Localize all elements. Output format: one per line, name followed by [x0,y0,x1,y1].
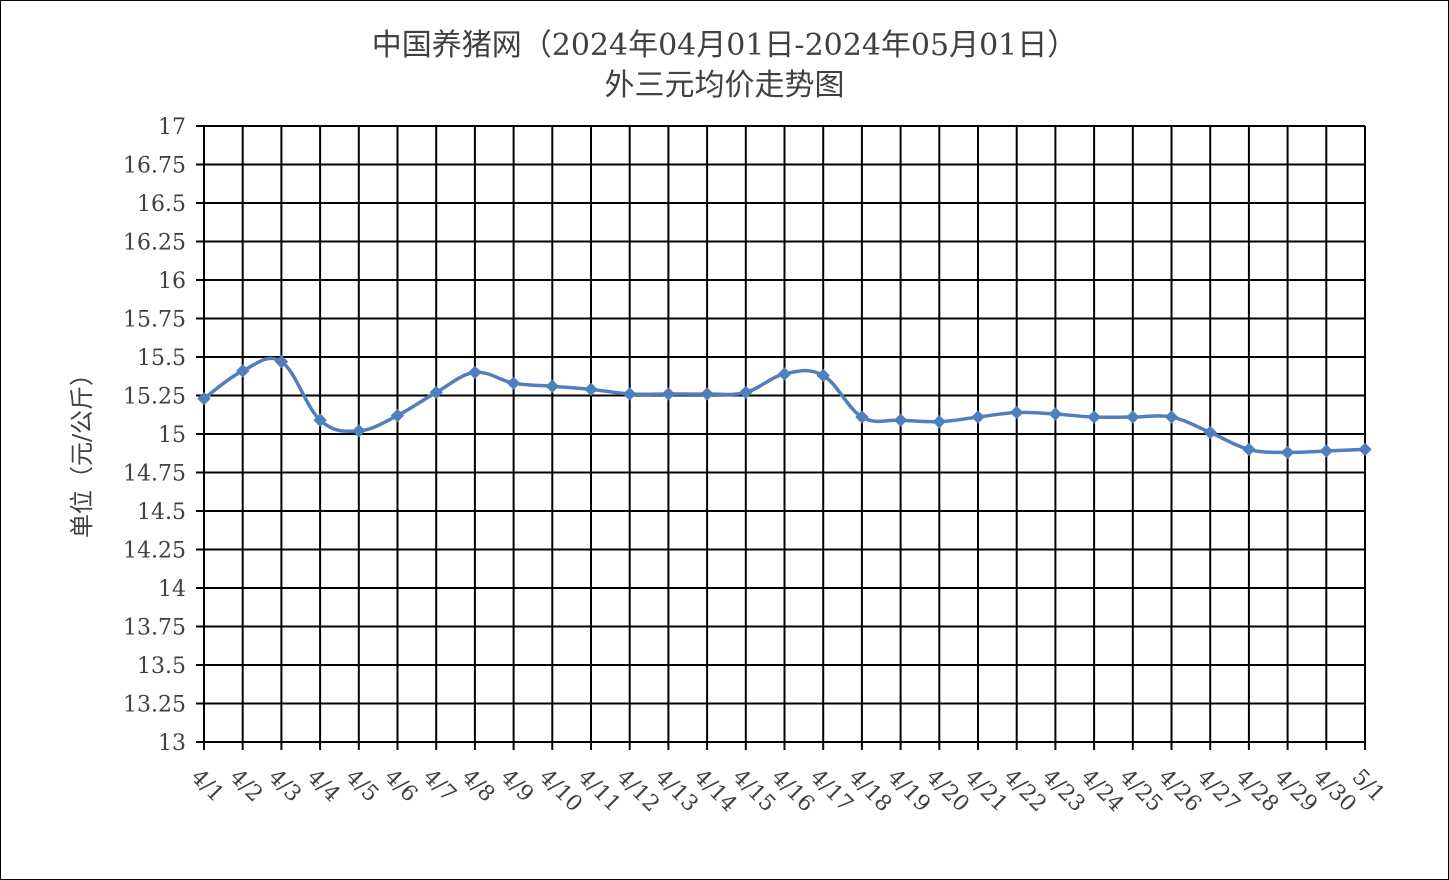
y-tick-label: 13.25 [123,693,186,718]
data-point [506,376,521,390]
data-point [661,387,676,401]
x-tick-label: 4/14 [689,765,742,818]
data-point [1087,410,1101,424]
y-tick-label: 16 [158,269,186,294]
data-point [816,368,830,383]
x-tick-label: 4/18 [844,765,897,818]
data-point [274,354,289,369]
data-point [1009,405,1024,420]
y-tick-label: 15.25 [123,385,186,410]
data-point [584,382,598,397]
x-tick-label: 4/3 [263,765,306,808]
y-tick-label: 14.25 [123,539,186,564]
data-point [545,379,560,393]
y-tick-label: 13.5 [137,654,186,679]
y-tick-label: 14.75 [123,462,186,487]
data-point [1164,410,1179,424]
x-tick-label: 4/1 [186,765,229,808]
x-tick-label: 4/10 [534,765,587,818]
x-tick-label: 4/8 [457,765,500,808]
x-tick-label: 4/11 [573,765,626,818]
x-tick-label: 4/9 [495,765,538,808]
x-tick-label: 4/7 [418,765,461,808]
x-tick-label: 4/27 [1192,765,1245,818]
x-tick-label: 4/28 [1231,765,1284,818]
y-tick-label: 14 [158,577,186,602]
data-point [313,413,327,427]
x-tick-label: 4/15 [728,765,781,818]
x-tick-label: 4/26 [1153,765,1206,818]
data-point [855,410,869,424]
x-tick-label: 4/25 [1115,765,1168,818]
x-tick-label: 4/29 [1269,765,1322,818]
y-tick-label: 17 [158,115,186,140]
y-tick-label: 16.75 [123,154,186,179]
data-point [468,365,482,380]
x-tick-label: 4/21 [960,765,1013,818]
data-point [1203,425,1217,440]
y-tick-label: 13.75 [123,616,186,641]
x-tick-label: 4/17 [805,765,858,818]
data-point [1126,410,1140,424]
x-tick-label: 4/12 [611,765,664,818]
data-point [352,424,366,438]
x-tick-label: 4/6 [379,765,422,808]
data-point [932,414,947,429]
y-tick-label: 14.5 [137,500,186,525]
data-point [739,385,753,400]
x-tick-label: 4/19 [882,765,935,818]
data-point [1242,442,1256,457]
grid-lines [196,125,1366,750]
x-tick-label: 4/30 [1308,765,1361,818]
data-point [622,387,637,401]
y-tick-label: 15 [158,423,186,448]
data-point [235,364,250,378]
y-tick-label: 15.75 [123,308,186,333]
chart-title: 中国养猪网（2024年04月01日-2024年05月01日） [371,28,1078,63]
y-tick-label: 16.25 [123,231,186,256]
data-point [971,410,985,424]
x-tick-label: 4/23 [1037,765,1090,818]
x-tick-label: 4/22 [998,765,1051,818]
data-point [197,391,211,406]
price-series [197,354,1372,460]
x-tick-labels: 4/14/24/34/44/54/64/74/84/94/104/114/124… [186,765,1390,818]
x-tick-label: 4/24 [1076,765,1129,818]
x-tick-label: 4/16 [766,765,819,818]
x-tick-label: 4/13 [650,765,703,818]
data-point [700,387,714,401]
x-tick-label: 4/5 [341,765,384,808]
data-point [429,385,443,400]
x-tick-label: 4/2 [224,765,267,808]
y-tick-labels: 17 16.75 16.5 16.25 16 15.75 15.5 15.25 15 14.75 1… [123,115,186,756]
y-tick-label: 13 [158,731,186,756]
data-point [1048,407,1063,421]
data-point [1319,444,1334,458]
data-point [777,367,792,381]
data-point [1358,442,1372,457]
y-axis-label: 单位（元/公斤） [68,362,96,538]
x-tick-label: 4/20 [921,765,974,818]
x-tick-label: 4/4 [302,765,345,808]
data-point [893,413,908,427]
y-tick-label: 15.5 [137,346,186,371]
data-point [1280,445,1295,460]
chart-subtitle: 外三元均价走势图 [604,68,845,103]
y-tick-label: 16.5 [137,192,186,217]
data-point [390,408,405,423]
